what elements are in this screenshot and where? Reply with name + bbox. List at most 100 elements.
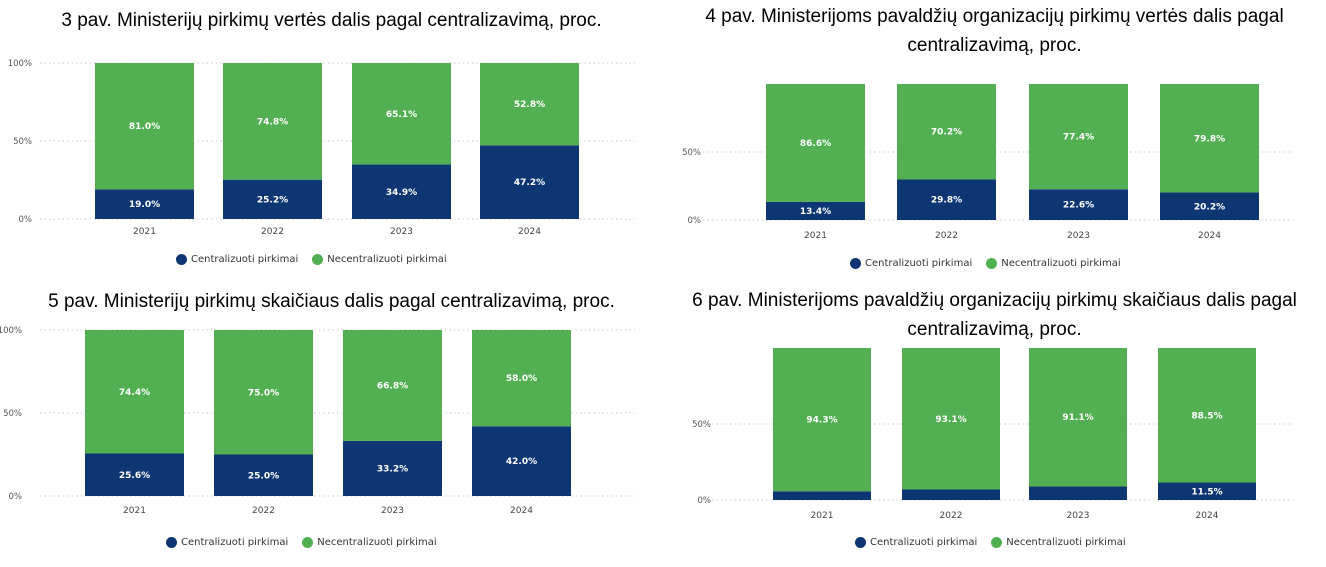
legend-item-centralized: Centralizuoti pirkimai	[855, 537, 977, 548]
x-tick-label: 2024	[510, 506, 533, 516]
legend-dot-icon	[850, 258, 861, 269]
legend-label: Centralizuoti pirkimai	[181, 537, 289, 548]
data-label: 42.0%	[506, 457, 537, 467]
y-tick-label: 100%	[0, 326, 22, 336]
data-label: 13.4%	[800, 207, 831, 217]
chart-panel-5: 5 pav. Ministerijų pirkimų skaičiaus dal…	[0, 283, 663, 567]
y-tick-label: 0%	[9, 492, 23, 502]
legend-dot-icon	[312, 254, 324, 265]
legend-item-centralized: Centralizuoti pirkimai	[850, 258, 972, 269]
bar-segment-decentralized	[472, 330, 571, 427]
bar-segment-decentralized	[773, 348, 871, 492]
y-tick-label: 50%	[3, 409, 22, 419]
chart-title: 3 pav. Ministerijų pirkimų vertės dalis …	[61, 10, 602, 31]
bar-segment-centralized	[223, 179, 322, 219]
bar-segment-decentralized	[214, 330, 313, 455]
chart-legend: Centralizuoti pirkimai Necentralizuoti p…	[166, 537, 437, 548]
chart-title: 4 pav. Ministerijoms pavaldžių organizac…	[705, 6, 1284, 56]
x-tick-label: 2022	[261, 227, 284, 237]
x-tick-label: 2022	[252, 506, 275, 516]
bar-segment-centralized	[1029, 486, 1127, 500]
x-tick-label: 2023	[1067, 511, 1090, 521]
chart-legend: Centralizuoti pirkimai Necentralizuoti p…	[176, 254, 447, 265]
bar-segment-centralized	[343, 440, 442, 496]
x-tick-label: 2023	[1067, 231, 1090, 241]
y-tick-label: 0%	[19, 215, 33, 225]
data-label: 74.4%	[119, 388, 150, 398]
data-label: 20.2%	[1194, 202, 1225, 212]
x-tick-label: 2024	[1196, 511, 1219, 521]
data-label: 81.0%	[129, 122, 160, 132]
y-tick-label: 50%	[682, 148, 701, 158]
bar-segment-centralized	[352, 164, 451, 219]
data-label: 93.1%	[935, 415, 966, 425]
y-tick-label: 50%	[13, 137, 32, 147]
stacked-bar-chart: 50% 0% 13.4% 86.6% 2021 29.8% 70.2% 2022 22.6% 77…	[682, 84, 1293, 241]
data-label: 58.0%	[506, 374, 537, 384]
x-tick-label: 2023	[390, 227, 413, 237]
bar-segment-centralized	[214, 454, 313, 496]
bar-segment-decentralized	[897, 84, 996, 180]
y-tick-label: 100%	[8, 59, 32, 69]
legend-label: Centralizuoti pirkimai	[865, 258, 973, 269]
bar-segment-decentralized	[766, 84, 865, 202]
data-label: 22.6%	[1063, 201, 1094, 211]
data-label: 25.2%	[257, 195, 288, 205]
data-label: 25.0%	[248, 471, 279, 481]
bar-segment-centralized	[1160, 192, 1259, 220]
chart-panel-3: 3 pav. Ministerijų pirkimų vertės dalis …	[0, 0, 663, 283]
legend-dot-icon	[855, 537, 866, 548]
data-label: 65.1%	[386, 110, 417, 120]
legend-item-decentralized: Necentralizuoti pirkimai	[991, 537, 1126, 548]
data-label: 25.6%	[119, 471, 150, 481]
legend-dot-icon	[176, 254, 187, 265]
legend-item-centralized: Centralizuoti pirkimai	[176, 254, 298, 265]
bar-segment-centralized	[85, 453, 184, 496]
legend-item-decentralized: Necentralizuoti pirkimai	[986, 258, 1121, 269]
data-label: 75.0%	[248, 388, 279, 398]
data-label: 52.8%	[514, 100, 545, 110]
bar-segment-centralized	[766, 201, 865, 220]
legend-dot-icon	[302, 537, 314, 548]
x-tick-label: 2024	[518, 227, 541, 237]
stacked-bar-chart: 100% 50% 0% 19.0% 81.0% 2021 25.2% 74.8% 2022 34.…	[8, 59, 635, 237]
legend-label: Necentralizuoti pirkimai	[327, 254, 447, 265]
bar-segment-decentralized	[480, 63, 579, 146]
y-tick-label: 0%	[698, 496, 712, 506]
data-label: 29.8%	[931, 196, 962, 206]
bar-segment-centralized	[1029, 189, 1128, 220]
data-label: 94.3%	[806, 416, 837, 426]
data-label: 11.5%	[1191, 487, 1222, 497]
legend-dot-icon	[986, 258, 998, 269]
stacked-bar-chart: 50% 0% 94.3% 2021 93.1% 2022 91.1% 2023 11.5% 88.…	[692, 348, 1293, 521]
bar-segment-decentralized	[223, 63, 322, 180]
bar-segment-centralized	[902, 489, 1000, 500]
bar-segment-decentralized	[95, 63, 194, 190]
x-tick-label: 2023	[381, 506, 404, 516]
x-tick-label: 2021	[811, 511, 834, 521]
legend-label: Centralizuoti pirkimai	[870, 537, 978, 548]
bar-segment-centralized	[773, 491, 871, 500]
x-tick-label: 2022	[940, 511, 963, 521]
chart-title: 5 pav. Ministerijų pirkimų skaičiaus dal…	[48, 291, 615, 312]
bar-segment-centralized	[897, 179, 996, 220]
bar-segment-decentralized	[352, 63, 451, 165]
bar-segment-decentralized	[343, 330, 442, 441]
data-label: 88.5%	[1191, 411, 1222, 421]
legend-item-decentralized: Necentralizuoti pirkimai	[312, 254, 447, 265]
chart-panel-4: 4 pav. Ministerijoms pavaldžių organizac…	[663, 0, 1326, 283]
chart-legend: Centralizuoti pirkimai Necentralizuoti p…	[850, 258, 1121, 269]
data-label: 33.2%	[377, 464, 408, 474]
x-tick-label: 2021	[804, 231, 827, 241]
data-label: 34.9%	[386, 188, 417, 198]
chart-panel-6: 6 pav. Ministerijoms pavaldžių organizac…	[663, 283, 1326, 567]
data-label: 74.8%	[257, 117, 288, 127]
x-tick-label: 2022	[935, 231, 958, 241]
stacked-bar-chart: 100% 50% 0% 25.6% 74.4% 2021 25.0% 75.0% 2022 33.…	[0, 326, 635, 516]
data-label: 77.4%	[1063, 133, 1094, 143]
legend-dot-icon	[991, 537, 1003, 548]
legend-label: Necentralizuoti pirkimai	[317, 537, 437, 548]
bar-segment-decentralized	[1029, 348, 1127, 487]
data-label: 86.6%	[800, 139, 831, 149]
bar-segment-decentralized	[1029, 84, 1128, 190]
